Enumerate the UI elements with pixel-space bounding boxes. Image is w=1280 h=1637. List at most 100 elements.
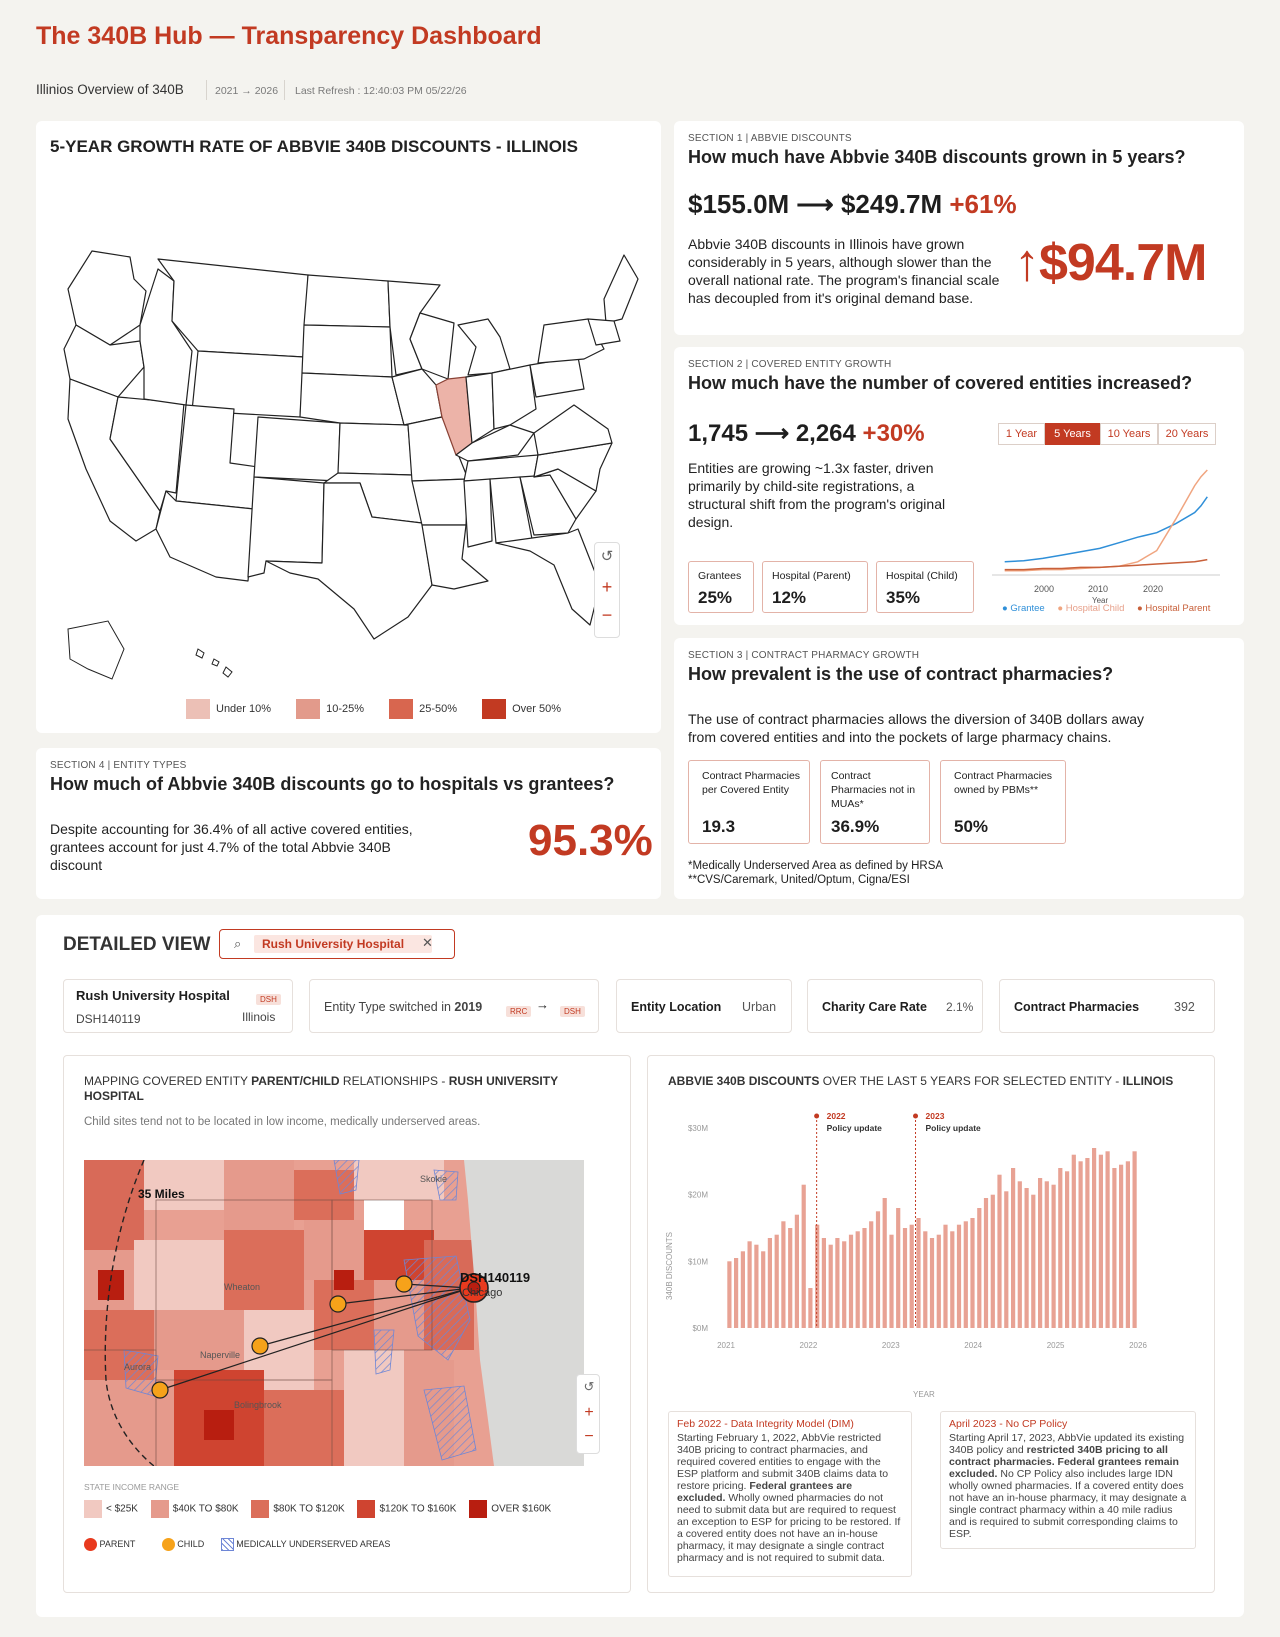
map-title: 5-YEAR GROWTH RATE OF ABBVIE 340B DISCOU…: [50, 137, 578, 156]
stat-label: Hospital (Parent): [772, 570, 851, 582]
bar: [794, 1214, 799, 1328]
chicago-income-map[interactable]: 35 Miles Skokie Wheaton Naperville Auror…: [84, 1160, 584, 1466]
map-subtitle: Child sites tend not to be located in lo…: [84, 1116, 481, 1128]
state-fl: [495, 528, 601, 626]
state-ks: [337, 422, 413, 476]
range-20-years-button[interactable]: 20 Years: [1158, 423, 1216, 445]
place-label: Naperville: [200, 1350, 240, 1360]
event-title: Feb 2022 - Data Integrity Model (DIM): [677, 1418, 854, 1430]
section1-card: SECTION 1 | ABBVIE DISCOUNTS How much ha…: [674, 121, 1244, 335]
bar: [896, 1208, 901, 1328]
section-question: How much have Abbvie 340B discounts grow…: [688, 147, 1186, 167]
divider: [206, 80, 207, 100]
state-ne-states: [587, 318, 621, 346]
bar: [828, 1244, 833, 1328]
state-me: [603, 254, 639, 324]
reset-icon[interactable]: ↺: [583, 1379, 595, 1394]
search-input[interactable]: Rush University Hospital: [262, 937, 405, 951]
state-ak: [67, 620, 125, 680]
bar: [1024, 1188, 1029, 1328]
bar: [747, 1241, 752, 1328]
bar: [875, 1211, 881, 1328]
bar: [977, 1208, 982, 1328]
bar: [1011, 1168, 1016, 1328]
legend-swatch: [357, 1500, 376, 1518]
bar: [781, 1221, 786, 1328]
stat-value: 12%: [772, 588, 807, 607]
bar: [983, 1198, 989, 1328]
stat-cp-not-mua: Contract Pharmacies not in MUAs* 36.9%: [820, 760, 930, 844]
entity-badge: DSH: [256, 994, 281, 1005]
stat-hospital-child: Hospital (Child) 35%: [876, 561, 974, 613]
reset-icon[interactable]: ↺: [600, 548, 614, 565]
y-tick: $10M: [688, 1257, 708, 1266]
entity-growth-line-chart: 2000 2010 2020 Year: [992, 469, 1220, 605]
state-va: [533, 404, 613, 456]
event-card-no-cp: April 2023 - No CP Policy Starting April…: [940, 1411, 1196, 1549]
clear-icon[interactable]: ✕: [422, 935, 433, 950]
zoom-out-icon[interactable]: −: [601, 605, 613, 625]
y-axis-label: 340B DISCOUNTS: [665, 1232, 674, 1300]
entity-search[interactable]: ⌕ Rush University Hospital ✕: [219, 929, 455, 959]
arrow-right-icon: →: [536, 997, 549, 1012]
discounts-bar-chart: $0M $10M $20M $30M 2021 2022 2023 2024 2025 2026…: [665, 1111, 1147, 1350]
y-tick: $20M: [688, 1191, 708, 1200]
zoom-out-icon[interactable]: −: [584, 1428, 594, 1445]
parent-legend-icon: [84, 1538, 97, 1551]
child-site-marker: [329, 1295, 347, 1313]
bar: [815, 1224, 820, 1328]
section-label: SECTION 4 | ENTITY TYPES: [50, 760, 187, 771]
state-la: [421, 524, 489, 590]
section-label: SECTION 3 | CONTRACT PHARMACY GROWTH: [688, 650, 920, 661]
x-tick: 2022: [800, 1341, 818, 1350]
bar: [936, 1234, 941, 1328]
map-zoom-controls: ↺ + −: [594, 542, 620, 638]
legend-swatch: [186, 699, 210, 719]
y-tick: $0M: [692, 1324, 708, 1333]
bar: [963, 1221, 968, 1328]
entity-name: Rush University Hospital: [76, 988, 230, 1003]
bar-title-part: ABBVIE 340B DISCOUNTS: [668, 1074, 820, 1088]
switch-text: Entity Type switched in: [324, 1000, 451, 1014]
y-tick: $30M: [688, 1124, 708, 1133]
stat-value: 36.9%: [831, 817, 880, 836]
bar: [916, 1218, 921, 1328]
line-series-hospital-parent: [1004, 558, 1208, 571]
range-10-years-button[interactable]: 10 Years: [1100, 423, 1158, 445]
event-card-dim: Feb 2022 - Data Integrity Model (DIM) St…: [668, 1411, 912, 1577]
mua-legend-icon: [220, 1538, 234, 1551]
state-hi: [195, 648, 233, 678]
cp-label: Contract Pharmacies: [1014, 1000, 1140, 1014]
bar: [923, 1231, 928, 1328]
bar: [821, 1238, 826, 1328]
entity-card: Rush University Hospital DSH DSH140119 I…: [63, 979, 293, 1033]
section4-card: SECTION 4 | ENTITY TYPES How much of Abb…: [36, 748, 661, 899]
entity-state: Illinois: [242, 1010, 276, 1024]
page-subtitle: Illinios Overview of 340B: [36, 82, 184, 97]
state-or: [63, 324, 145, 398]
map-title-part: RELATIONSHIPS -: [339, 1074, 449, 1088]
mua-area: [433, 1169, 459, 1201]
range-5-years-button[interactable]: 5 Years: [1045, 423, 1100, 445]
zoom-in-icon[interactable]: +: [584, 1404, 594, 1421]
event-body-bold: restricted 340B pricing to all contract …: [949, 1444, 1179, 1480]
bar: [889, 1234, 894, 1328]
state-ut: [175, 404, 259, 510]
child-site-marker: [395, 1275, 413, 1293]
state-ne: [299, 372, 405, 426]
cp-value: 392: [1174, 1000, 1195, 1014]
event-body: Starting February 1, 2022, AbbVie restri…: [677, 1432, 889, 1492]
link-line: [337, 1287, 471, 1305]
state-wi: [409, 312, 455, 380]
us-map[interactable]: [48, 229, 648, 739]
discounts-bar-panel: ABBVIE 340B DISCOUNTS OVER THE LAST 5 YE…: [647, 1055, 1215, 1593]
range-1-year-button[interactable]: 1 Year: [998, 423, 1045, 445]
bar: [929, 1238, 935, 1328]
switch-year: 2019: [454, 1000, 483, 1014]
state-ar: [411, 478, 469, 526]
x-axis-label: Year: [1092, 596, 1109, 605]
x-axis-label: YEAR: [913, 1390, 935, 1399]
state-co: [253, 416, 341, 482]
legend-child: CHILD: [177, 1538, 205, 1549]
zoom-in-icon[interactable]: +: [601, 577, 613, 597]
